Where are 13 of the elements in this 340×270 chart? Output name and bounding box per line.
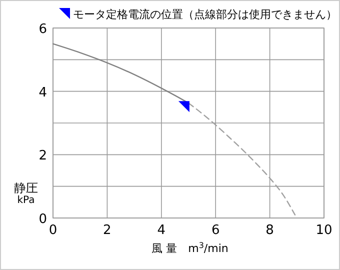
x-tick-label: 8 bbox=[266, 223, 274, 238]
x-axis-title: 風 量 m$^{3}$/min bbox=[152, 240, 228, 255]
y-axis-title: 静圧 kPa bbox=[14, 181, 38, 206]
x-tick-label: 6 bbox=[211, 223, 220, 238]
y-tick-label: 4 bbox=[38, 85, 47, 100]
legend-label: モータ定格電流の位置（点線部分は使用できません） bbox=[73, 8, 337, 21]
x-tick-label: 2 bbox=[103, 223, 112, 238]
y-tick-label: 6 bbox=[38, 22, 47, 37]
x-tick-label: 10 bbox=[316, 223, 332, 238]
x-tick-label: 4 bbox=[157, 223, 166, 238]
x-tick-label: 0 bbox=[48, 223, 58, 238]
y-tick-label: 2 bbox=[38, 148, 47, 164]
y-tick-label: 0 bbox=[38, 212, 47, 227]
